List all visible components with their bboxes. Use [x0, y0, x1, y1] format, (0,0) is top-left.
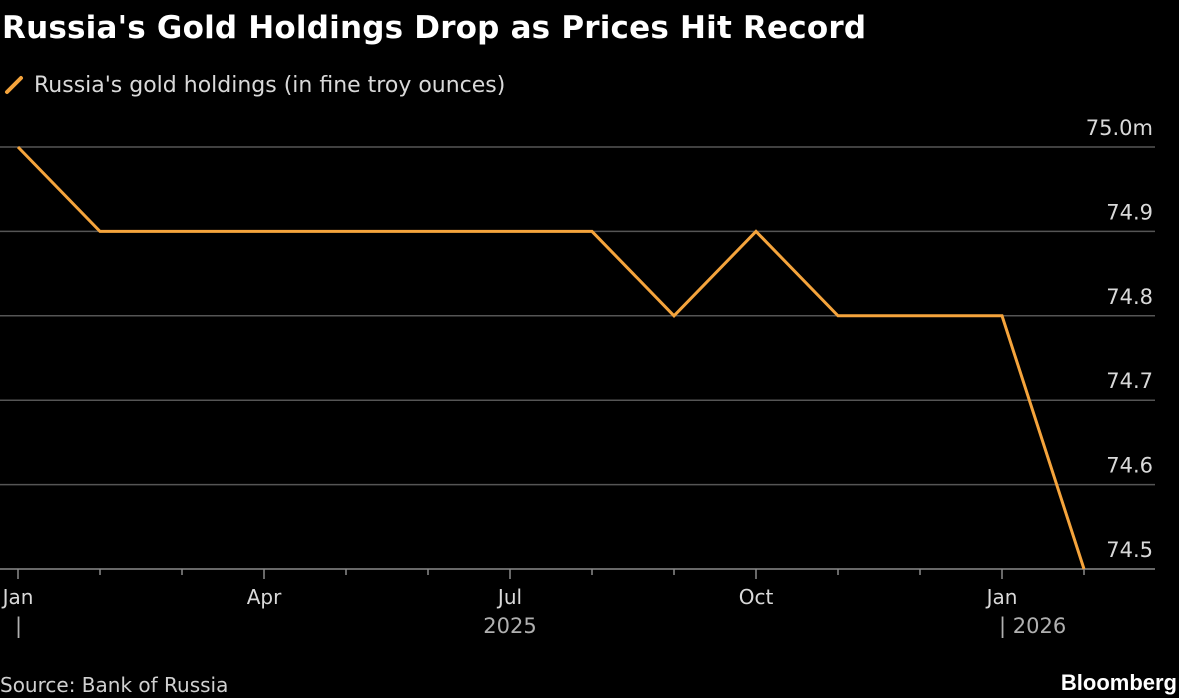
chart-legend: Russia's gold holdings (in fine troy oun…	[4, 70, 505, 100]
x-year-label: |	[15, 614, 22, 639]
x-tick-label: Jan	[1, 585, 34, 609]
bloomberg-logo: Bloomberg	[1060, 670, 1177, 695]
series-layer	[16, 145, 1086, 570]
x-axis: Jan Apr Jul Oct Jan | 2025 | 2026	[0, 568, 1155, 639]
y-tick-label: 74.7	[1106, 369, 1153, 393]
y-tick-label: 74.5	[1106, 538, 1153, 562]
source-note: Source: Bank of Russia	[0, 673, 229, 697]
y-tick-label: 75.0m	[1086, 116, 1153, 140]
y-tick-label: 74.9	[1106, 200, 1153, 224]
x-year-label: | 2026	[999, 614, 1066, 639]
chart-title: Russia's Gold Holdings Drop as Prices Hi…	[2, 10, 867, 46]
y-tick-label: 74.6	[1106, 454, 1153, 478]
gold-holdings-series-line	[16, 145, 1086, 570]
x-tick-label: Jan	[985, 585, 1018, 609]
x-tick-label: Jul	[496, 585, 522, 609]
x-tick-label: Oct	[739, 585, 774, 609]
x-tick-label: Apr	[247, 585, 282, 609]
x-year-label: 2025	[483, 614, 536, 638]
y-tick-label: 74.8	[1106, 285, 1153, 309]
legend-line-swatch-icon	[5, 76, 23, 94]
y-axis: 75.0m 74.9 74.8 74.7 74.6 74.5	[1086, 116, 1153, 562]
legend-label: Russia's gold holdings (in fine troy oun…	[34, 72, 506, 98]
